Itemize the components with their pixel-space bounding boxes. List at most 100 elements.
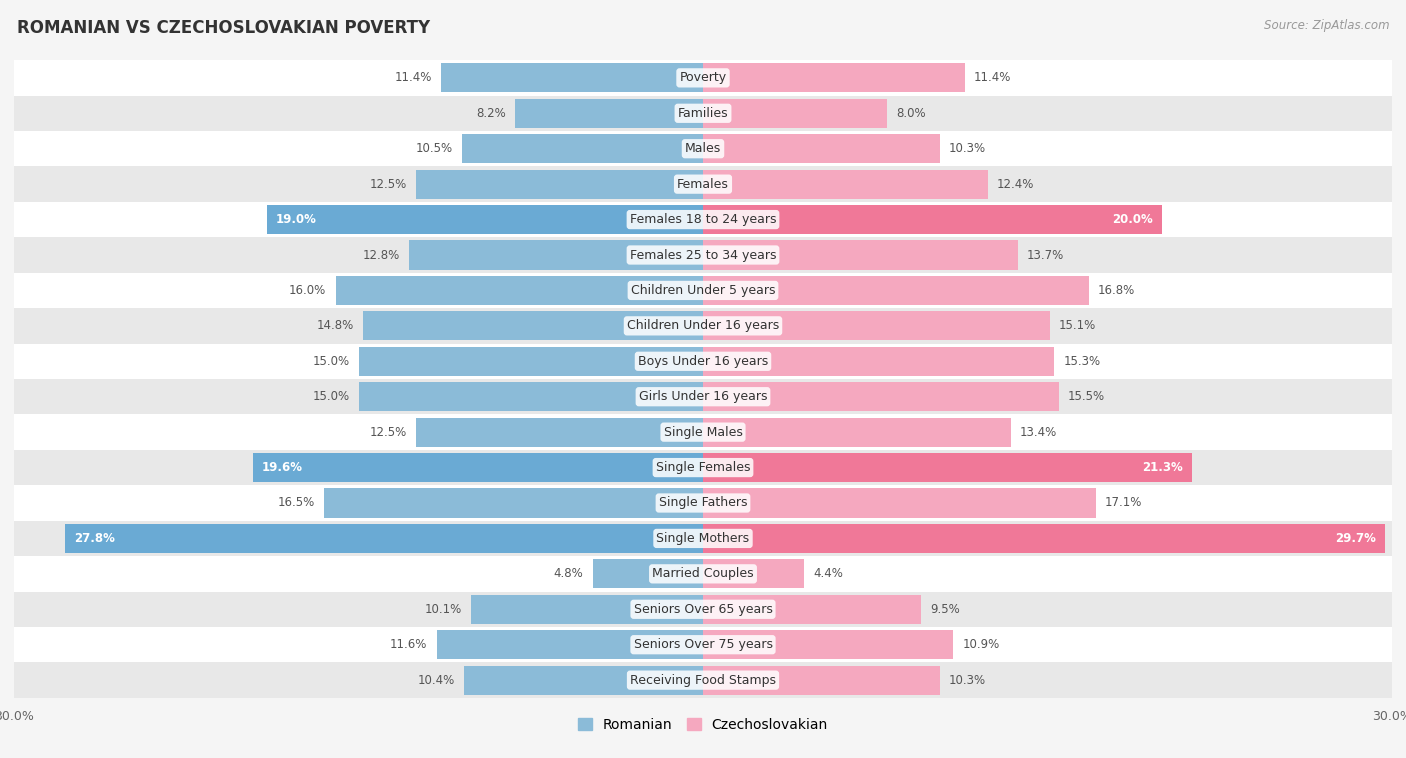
Text: 8.0%: 8.0% bbox=[896, 107, 925, 120]
Text: 10.4%: 10.4% bbox=[418, 674, 456, 687]
Bar bbox=[464, 666, 703, 694]
Bar bbox=[416, 418, 703, 446]
Text: 8.2%: 8.2% bbox=[475, 107, 506, 120]
Text: 20.0%: 20.0% bbox=[1112, 213, 1153, 226]
Bar bbox=[515, 99, 703, 128]
Text: 4.4%: 4.4% bbox=[813, 567, 844, 581]
Text: Receiving Food Stamps: Receiving Food Stamps bbox=[630, 674, 776, 687]
Text: 16.0%: 16.0% bbox=[290, 284, 326, 297]
Bar bbox=[703, 488, 1095, 518]
Bar bbox=[409, 240, 703, 270]
Text: 10.1%: 10.1% bbox=[425, 603, 461, 615]
Text: 17.1%: 17.1% bbox=[1105, 496, 1142, 509]
Bar bbox=[359, 382, 703, 412]
Text: 15.1%: 15.1% bbox=[1059, 319, 1097, 332]
Bar bbox=[14, 591, 1392, 627]
Text: 19.6%: 19.6% bbox=[262, 461, 304, 474]
Bar bbox=[703, 666, 939, 694]
Text: 15.3%: 15.3% bbox=[1063, 355, 1101, 368]
Text: Single Mothers: Single Mothers bbox=[657, 532, 749, 545]
Bar bbox=[14, 662, 1392, 698]
Bar bbox=[253, 453, 703, 482]
Bar bbox=[14, 131, 1392, 167]
Text: Single Fathers: Single Fathers bbox=[659, 496, 747, 509]
Bar bbox=[14, 627, 1392, 662]
Text: 15.5%: 15.5% bbox=[1069, 390, 1105, 403]
Text: Females 18 to 24 years: Females 18 to 24 years bbox=[630, 213, 776, 226]
Text: 15.0%: 15.0% bbox=[312, 390, 349, 403]
Text: 11.4%: 11.4% bbox=[974, 71, 1011, 84]
Bar bbox=[437, 630, 703, 659]
Text: Poverty: Poverty bbox=[679, 71, 727, 84]
Bar bbox=[14, 521, 1392, 556]
Text: 12.4%: 12.4% bbox=[997, 177, 1035, 191]
Bar bbox=[703, 99, 887, 128]
Bar bbox=[14, 379, 1392, 415]
Bar bbox=[14, 273, 1392, 309]
Bar bbox=[14, 449, 1392, 485]
Bar bbox=[703, 418, 1011, 446]
Text: Females: Females bbox=[678, 177, 728, 191]
Text: Married Couples: Married Couples bbox=[652, 567, 754, 581]
Bar bbox=[593, 559, 703, 588]
Bar bbox=[703, 346, 1054, 376]
Text: 27.8%: 27.8% bbox=[73, 532, 115, 545]
Bar bbox=[14, 556, 1392, 591]
Text: 12.8%: 12.8% bbox=[363, 249, 399, 262]
Bar bbox=[703, 312, 1050, 340]
Text: Families: Families bbox=[678, 107, 728, 120]
Text: 16.8%: 16.8% bbox=[1098, 284, 1135, 297]
Bar bbox=[14, 202, 1392, 237]
Bar bbox=[703, 630, 953, 659]
Text: 9.5%: 9.5% bbox=[931, 603, 960, 615]
Bar bbox=[14, 485, 1392, 521]
Bar bbox=[703, 205, 1163, 234]
Text: 10.3%: 10.3% bbox=[949, 674, 986, 687]
Text: Girls Under 16 years: Girls Under 16 years bbox=[638, 390, 768, 403]
Bar bbox=[359, 346, 703, 376]
Text: 14.8%: 14.8% bbox=[316, 319, 354, 332]
Text: 12.5%: 12.5% bbox=[370, 177, 406, 191]
Text: 29.7%: 29.7% bbox=[1334, 532, 1376, 545]
Text: Boys Under 16 years: Boys Under 16 years bbox=[638, 355, 768, 368]
Bar bbox=[703, 382, 1059, 412]
Bar bbox=[14, 167, 1392, 202]
Text: 10.5%: 10.5% bbox=[416, 143, 453, 155]
Text: 11.6%: 11.6% bbox=[389, 638, 427, 651]
Bar bbox=[703, 170, 988, 199]
Text: 21.3%: 21.3% bbox=[1142, 461, 1182, 474]
Legend: Romanian, Czechoslovakian: Romanian, Czechoslovakian bbox=[572, 712, 834, 737]
Bar bbox=[363, 312, 703, 340]
Bar bbox=[14, 415, 1392, 449]
Text: 4.8%: 4.8% bbox=[554, 567, 583, 581]
Text: 10.9%: 10.9% bbox=[963, 638, 1000, 651]
Bar bbox=[703, 134, 939, 163]
Text: 19.0%: 19.0% bbox=[276, 213, 316, 226]
Bar bbox=[14, 237, 1392, 273]
Bar bbox=[703, 64, 965, 92]
Bar bbox=[14, 309, 1392, 343]
Bar bbox=[703, 453, 1192, 482]
Bar bbox=[703, 276, 1088, 305]
Bar bbox=[703, 595, 921, 624]
Bar bbox=[65, 524, 703, 553]
Bar bbox=[703, 240, 1018, 270]
Text: 11.4%: 11.4% bbox=[395, 71, 432, 84]
Text: Females 25 to 34 years: Females 25 to 34 years bbox=[630, 249, 776, 262]
Text: Single Males: Single Males bbox=[664, 426, 742, 439]
Bar bbox=[336, 276, 703, 305]
Bar bbox=[461, 134, 703, 163]
Bar bbox=[267, 205, 703, 234]
Text: 16.5%: 16.5% bbox=[277, 496, 315, 509]
Text: 15.0%: 15.0% bbox=[312, 355, 349, 368]
Bar bbox=[14, 60, 1392, 96]
Text: 10.3%: 10.3% bbox=[949, 143, 986, 155]
Text: Children Under 5 years: Children Under 5 years bbox=[631, 284, 775, 297]
Bar bbox=[703, 559, 804, 588]
Bar bbox=[416, 170, 703, 199]
Text: Single Females: Single Females bbox=[655, 461, 751, 474]
Text: ROMANIAN VS CZECHOSLOVAKIAN POVERTY: ROMANIAN VS CZECHOSLOVAKIAN POVERTY bbox=[17, 19, 430, 37]
Text: 13.4%: 13.4% bbox=[1019, 426, 1057, 439]
Text: Source: ZipAtlas.com: Source: ZipAtlas.com bbox=[1264, 19, 1389, 32]
Bar bbox=[703, 524, 1385, 553]
